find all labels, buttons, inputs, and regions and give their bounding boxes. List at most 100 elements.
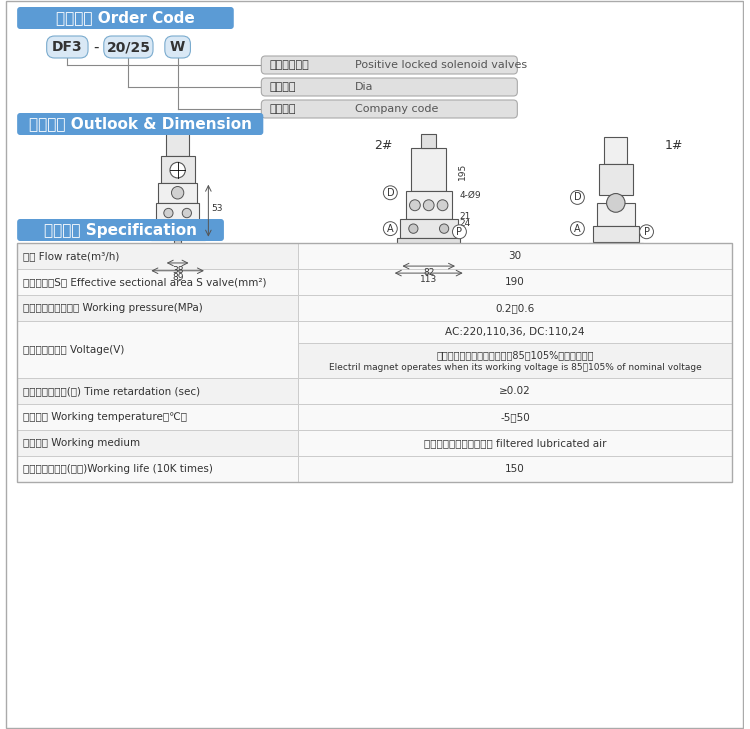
- Text: 型号注释 Order Code: 型号注释 Order Code: [56, 10, 195, 26]
- Text: 24: 24: [460, 219, 471, 228]
- Bar: [598, 164, 633, 195]
- Circle shape: [164, 208, 173, 218]
- Bar: [298, 343, 732, 378]
- Bar: [151, 222, 205, 240]
- Text: -5～50: -5～50: [500, 412, 530, 422]
- Text: 工作温度 Working temperature（℃）: 工作温度 Working temperature（℃）: [23, 412, 187, 422]
- Text: 流量 Flow rate(m³/h): 流量 Flow rate(m³/h): [23, 251, 119, 261]
- Bar: [160, 156, 194, 184]
- Text: 89: 89: [172, 273, 184, 282]
- Text: 195: 195: [458, 163, 467, 180]
- Bar: [298, 378, 732, 404]
- FancyBboxPatch shape: [261, 100, 518, 118]
- Text: 外形尺寸 Outlook & Dimension: 外形尺寸 Outlook & Dimension: [28, 117, 252, 131]
- Circle shape: [170, 163, 185, 178]
- Text: 经净化并含有油雾的气体 filtered lubricated air: 经净化并含有油雾的气体 filtered lubricated air: [424, 438, 606, 448]
- Text: 联锁阀额定工作压力 Working pressure(MPa): 联锁阀额定工作压力 Working pressure(MPa): [23, 303, 202, 313]
- Bar: [298, 269, 732, 295]
- Circle shape: [607, 193, 625, 212]
- Bar: [17, 430, 298, 456]
- Text: 150: 150: [505, 464, 525, 474]
- FancyBboxPatch shape: [17, 7, 234, 29]
- Text: Electril magnet operates when its working voltage is 85～105% of nominal voltage: Electril magnet operates when its workin…: [328, 363, 701, 372]
- Bar: [400, 219, 458, 238]
- Text: Company code: Company code: [355, 104, 438, 114]
- Text: 有效截面积S值 Effective sectional area S valve(mm²): 有效截面积S值 Effective sectional area S valve…: [23, 277, 266, 287]
- Circle shape: [172, 187, 184, 199]
- Text: 38: 38: [172, 266, 184, 275]
- Text: Positive locked solenoid valves: Positive locked solenoid valves: [355, 60, 527, 70]
- Text: 联锁阀延时性能(秒) Time retardation (sec): 联锁阀延时性能(秒) Time retardation (sec): [23, 386, 200, 396]
- Text: ≥0.02: ≥0.02: [499, 386, 531, 396]
- Bar: [298, 295, 732, 321]
- Bar: [17, 243, 732, 482]
- FancyBboxPatch shape: [165, 36, 190, 58]
- FancyBboxPatch shape: [104, 36, 153, 58]
- Text: 正联锁电磁阀: 正联锁电磁阀: [269, 60, 309, 70]
- Bar: [17, 321, 298, 378]
- Bar: [17, 404, 298, 430]
- Circle shape: [440, 224, 448, 233]
- Bar: [596, 203, 635, 226]
- Bar: [426, 247, 432, 255]
- Bar: [398, 238, 460, 247]
- Bar: [147, 250, 208, 260]
- FancyBboxPatch shape: [46, 36, 88, 58]
- Text: AC:220,110,36, DC:110,24: AC:220,110,36, DC:110,24: [446, 327, 585, 337]
- Bar: [298, 243, 732, 269]
- Text: 190: 190: [505, 277, 525, 287]
- Text: 0.2－0.6: 0.2－0.6: [495, 303, 535, 313]
- Bar: [17, 295, 298, 321]
- Text: 30: 30: [509, 251, 521, 261]
- Text: 公称通径: 公称通径: [269, 82, 296, 92]
- Text: 工作介质 Working medium: 工作介质 Working medium: [23, 438, 140, 448]
- Bar: [298, 404, 732, 430]
- Bar: [17, 456, 298, 482]
- Bar: [174, 241, 182, 250]
- Text: 20/25: 20/25: [106, 40, 151, 54]
- Text: P: P: [457, 227, 463, 237]
- Circle shape: [437, 200, 448, 211]
- Bar: [298, 321, 732, 343]
- FancyBboxPatch shape: [261, 56, 518, 74]
- Text: 113: 113: [420, 275, 437, 284]
- Bar: [406, 191, 451, 219]
- Text: A: A: [387, 224, 394, 233]
- Text: W: W: [170, 40, 185, 54]
- Bar: [412, 148, 446, 191]
- Text: D: D: [386, 188, 394, 198]
- FancyBboxPatch shape: [17, 113, 263, 135]
- Text: 4-Ø9: 4-Ø9: [460, 190, 481, 200]
- Text: 2#: 2#: [374, 139, 393, 152]
- Bar: [17, 269, 298, 295]
- Bar: [421, 134, 436, 148]
- Bar: [166, 133, 189, 156]
- Text: 公司代号: 公司代号: [269, 104, 296, 114]
- Text: -: -: [93, 39, 99, 55]
- Text: DF3: DF3: [52, 40, 82, 54]
- Text: D: D: [574, 192, 581, 203]
- Bar: [170, 121, 185, 133]
- Text: P: P: [644, 227, 650, 237]
- FancyBboxPatch shape: [17, 219, 224, 241]
- Bar: [604, 136, 627, 164]
- Bar: [17, 243, 298, 269]
- Circle shape: [410, 200, 420, 211]
- Text: 1#: 1#: [665, 139, 683, 152]
- Bar: [156, 203, 200, 222]
- Circle shape: [423, 200, 434, 211]
- Bar: [17, 378, 298, 404]
- Text: A: A: [574, 224, 580, 233]
- Bar: [158, 184, 196, 203]
- Bar: [589, 243, 643, 252]
- Circle shape: [182, 208, 191, 218]
- Text: 21: 21: [460, 211, 471, 221]
- Text: Dia: Dia: [355, 82, 374, 92]
- Text: 电磁阀工作电压 Voltage(V): 电磁阀工作电压 Voltage(V): [23, 345, 124, 354]
- Text: 联锁阀工作寿命(万次)Working life (10K times): 联锁阀工作寿命(万次)Working life (10K times): [23, 464, 213, 474]
- FancyBboxPatch shape: [261, 78, 518, 96]
- Text: 技术参数 Specification: 技术参数 Specification: [44, 222, 197, 238]
- Text: 82: 82: [423, 268, 434, 276]
- Text: 53: 53: [211, 204, 223, 213]
- Text: 电磁铁工作电压为额定电压的85～105%时可靠工作。: 电磁铁工作电压为额定电压的85～105%时可靠工作。: [436, 351, 594, 361]
